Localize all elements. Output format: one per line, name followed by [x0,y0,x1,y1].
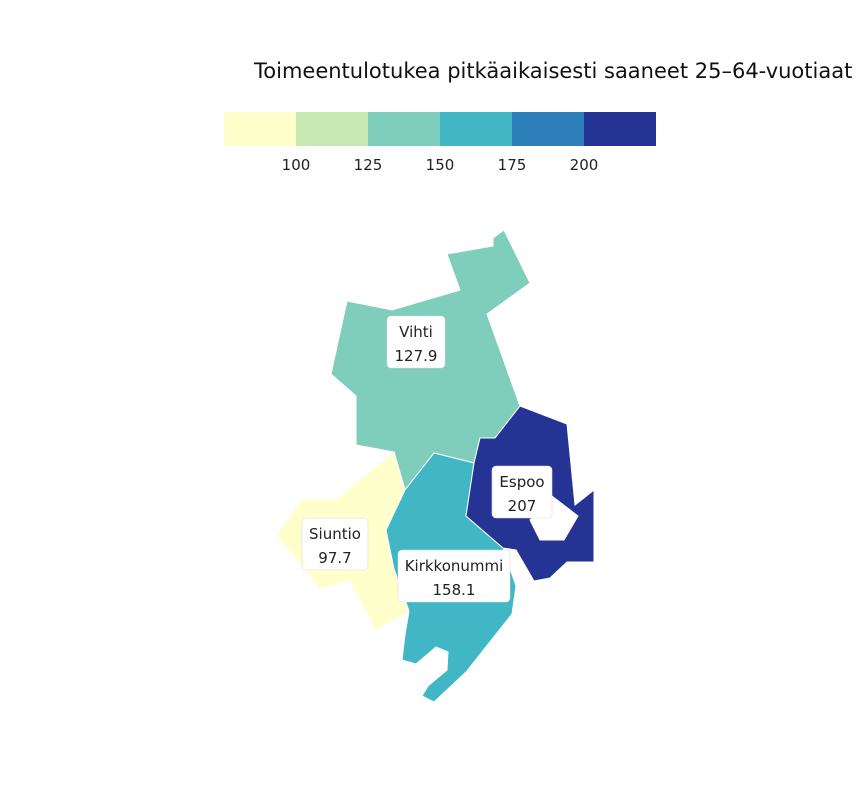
label-box-kirkkonummi [397,549,511,603]
region-value-vihti: 127.9 [395,347,438,365]
legend-swatch-6 [584,112,656,146]
legend-swatch-1 [224,112,296,146]
region-labels: Vihti 127.9 Siuntio 97.7 Kirkkonummi 158… [301,315,553,603]
label-kirkkonummi: Kirkkonummi 158.1 [397,549,511,603]
region-value-siuntio: 97.7 [318,549,351,567]
label-box-espoo [491,465,553,519]
label-siuntio: Siuntio 97.7 [301,517,369,571]
region-value-kirkkonummi: 158.1 [433,581,476,599]
legend-tick-125: 125 [354,156,383,174]
region-name-vihti: Vihti [399,323,433,341]
legend-swatch-2 [296,112,368,146]
map-title: Toimeentulotukea pitkäaikaisesti saaneet… [253,59,852,83]
region-name-kirkkonummi: Kirkkonummi [405,557,504,575]
legend-tick-200: 200 [570,156,599,174]
region-name-siuntio: Siuntio [309,525,361,543]
legend-tick-150: 150 [426,156,455,174]
label-box-siuntio [301,517,369,571]
legend-swatch-5 [512,112,584,146]
region-name-espoo: Espoo [499,473,544,491]
legend: 100 125 150 175 200 [224,112,656,174]
label-vihti: Vihti 127.9 [386,315,446,369]
legend-tick-175: 175 [498,156,527,174]
label-espoo: Espoo 207 [491,465,553,519]
legend-swatch-3 [368,112,440,146]
region-value-espoo: 207 [508,497,537,515]
label-box-vihti [386,315,446,369]
legend-swatch-4 [440,112,512,146]
legend-tick-100: 100 [282,156,311,174]
